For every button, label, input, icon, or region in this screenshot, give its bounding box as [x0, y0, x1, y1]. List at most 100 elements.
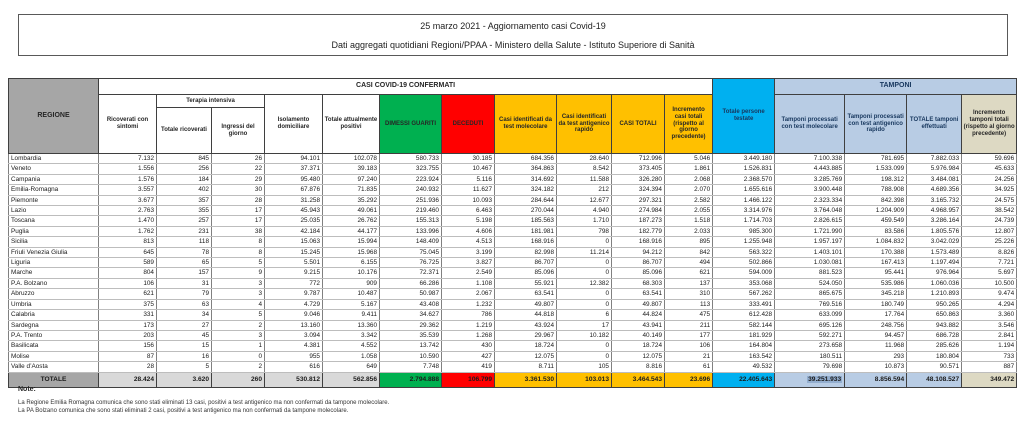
value-cell: 3 — [211, 278, 265, 290]
value-cell: 181.981 — [494, 226, 557, 238]
total-value-cell: 3.620 — [156, 371, 212, 388]
table-row: Basilicata 156 15 1 4.381 4.552 13.742 430 18.72… — [8, 340, 1018, 352]
value-cell: 49.061 — [322, 205, 380, 217]
value-cell: 3.900.448 — [774, 184, 846, 196]
value-cell: 3.094 — [264, 330, 323, 342]
value-cell: 712.996 — [611, 153, 665, 165]
value-cell: 257 — [156, 215, 212, 227]
value-cell: 4.729 — [264, 299, 323, 311]
value-cell: 4.552 — [322, 340, 380, 352]
region-name-cell: Marche — [8, 267, 99, 279]
value-cell: 1.556 — [98, 163, 157, 175]
region-name-cell: Veneto — [8, 163, 99, 175]
value-cell: 1.232 — [441, 299, 495, 311]
value-cell: 180.511 — [774, 351, 846, 363]
value-cell: 31 — [156, 278, 212, 290]
value-cell: 3.286.164 — [906, 215, 963, 227]
value-cell: 94.212 — [611, 247, 665, 259]
column-header-regione: REGIONE — [8, 78, 99, 154]
table-row: Friuli Venezia Giulia 645 78 8 15.245 15.968 7… — [8, 247, 1018, 259]
value-cell: 11.627 — [441, 184, 495, 196]
value-cell: 10.093 — [441, 195, 495, 207]
value-cell: 494 — [663, 257, 714, 269]
value-cell: 18.724 — [611, 340, 665, 352]
total-row: TOTALE 28.424 3.620 260 530.812 562.856 2.794.… — [8, 371, 1018, 388]
value-cell: 15.968 — [322, 247, 380, 259]
value-cell: 10.467 — [441, 163, 495, 175]
value-cell: 616 — [264, 361, 323, 373]
value-cell: 5.116 — [441, 174, 495, 186]
value-cell: 769.516 — [774, 299, 846, 311]
column-header-tamponi-antigenico: Tamponi processati con test antigenico r… — [844, 94, 908, 154]
value-cell: 34.925 — [961, 184, 1018, 196]
value-cell: 87 — [98, 351, 157, 363]
value-cell: 39.183 — [322, 163, 380, 175]
value-cell: 4.513 — [441, 236, 495, 248]
value-cell: 781.695 — [844, 153, 908, 165]
value-cell: 137 — [663, 278, 714, 290]
value-cell: 102.078 — [322, 153, 380, 165]
value-cell: 2.826.615 — [774, 215, 846, 227]
value-cell: 1.957.197 — [774, 236, 846, 248]
value-cell: 11.968 — [844, 340, 908, 352]
value-cell: 12.382 — [556, 278, 612, 290]
value-cell: 10.590 — [379, 351, 442, 363]
table-total-row: TOTALE 28.424 3.620 260 530.812 562.856 2.794.… — [8, 371, 1018, 388]
table-row: Lombardia 7.132 845 26 94.101 102.078 580.733 3… — [8, 153, 1018, 165]
value-cell: 1.197.494 — [906, 257, 963, 269]
value-cell: 324.394 — [611, 184, 665, 196]
value-cell: 12.075 — [494, 351, 557, 363]
value-cell: 0 — [556, 257, 612, 269]
report-subtitle: Dati aggregati quotidiani Regioni/PPAA -… — [331, 40, 695, 50]
value-cell: 865.675 — [774, 288, 846, 300]
value-cell: 203 — [98, 330, 157, 342]
value-cell: 27 — [156, 320, 212, 331]
value-cell: 24.256 — [961, 174, 1018, 186]
value-cell: 895 — [663, 236, 714, 248]
value-cell: 21 — [663, 351, 714, 363]
value-cell: 1.466.122 — [712, 195, 776, 207]
value-cell: 3.165.732 — [906, 195, 963, 207]
value-cell: 845 — [156, 153, 212, 165]
value-cell: 28 — [98, 361, 157, 373]
value-cell: 563.322 — [712, 247, 776, 259]
column-header-incremento-tamponi: Incremento tamponi totali (rispetto al g… — [961, 94, 1018, 154]
value-cell: 0 — [556, 267, 612, 279]
value-cell: 66.286 — [379, 278, 442, 290]
value-cell: 8 — [211, 247, 265, 259]
value-cell: 612.428 — [712, 309, 776, 321]
value-cell: 2.070 — [663, 184, 714, 196]
total-value-cell: 103.013 — [556, 371, 612, 388]
value-cell: 76.725 — [379, 257, 442, 269]
value-cell: 43.941 — [611, 320, 665, 331]
value-cell: 38.542 — [961, 205, 1018, 217]
value-cell: 24.739 — [961, 215, 1018, 227]
value-cell: 181.929 — [712, 330, 776, 342]
value-cell: 17 — [211, 215, 265, 227]
value-cell: 297.321 — [611, 195, 665, 207]
value-cell: 185.563 — [494, 215, 557, 227]
value-cell: 44.824 — [611, 309, 665, 321]
column-header-ingressi-giorno: Ingressi del giorno — [211, 107, 265, 154]
value-cell: 79 — [156, 288, 212, 300]
region-name-cell: Molise — [8, 351, 99, 363]
column-header-totale-tamponi: TOTALE tamponi effettuati — [906, 94, 963, 154]
value-cell: 633.099 — [774, 309, 846, 321]
table-row: Toscana 1.470 257 17 25.035 26.762 155.313 5.19… — [8, 215, 1018, 227]
value-cell: 567.262 — [712, 288, 776, 300]
value-cell: 12.677 — [556, 195, 612, 207]
value-cell: 10.500 — [961, 278, 1018, 290]
value-cell: 2.368.570 — [712, 174, 776, 186]
value-cell: 5.976.984 — [906, 163, 963, 175]
value-cell: 310 — [663, 288, 714, 300]
table-row: Valle d’Aosta 28 5 2 616 649 7.748 419 8.711 105 8… — [8, 361, 1018, 373]
value-cell: 173 — [98, 320, 157, 331]
value-cell: 4.606 — [441, 226, 495, 238]
value-cell: 804 — [98, 267, 157, 279]
band-tamponi: TAMPONI — [774, 78, 1018, 95]
value-cell: 61 — [663, 361, 714, 373]
total-value-cell: 260 — [211, 371, 265, 388]
region-name-cell: Sardegna — [8, 320, 99, 331]
value-cell: 842 — [663, 247, 714, 259]
value-cell: 976.964 — [906, 267, 963, 279]
